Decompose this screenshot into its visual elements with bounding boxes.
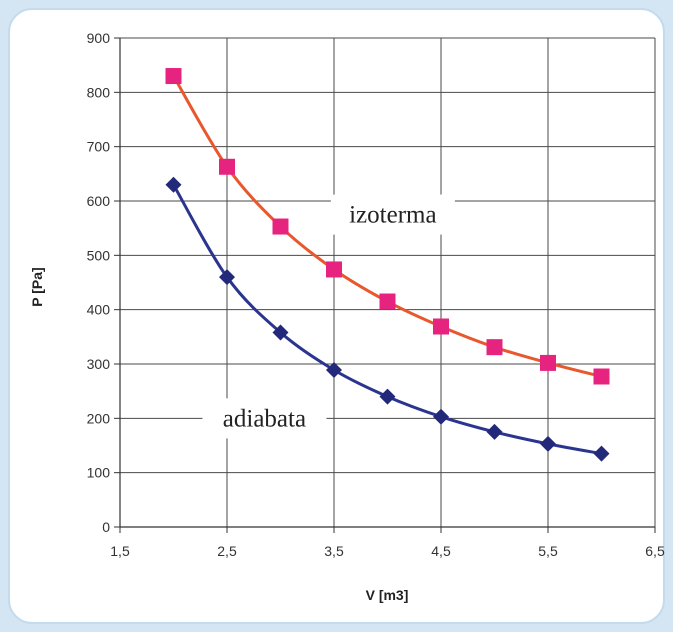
point-izoterma	[540, 354, 556, 371]
point-izoterma	[379, 293, 396, 310]
y-axis-title: P [Pa]	[29, 267, 45, 306]
tick-labels: 1,5 2,5 3,5 4,5 5,5 6,5 0 100 200 300 400 500 600 700…	[87, 30, 665, 559]
point-adiabata	[593, 445, 610, 462]
y-tick-label: 0	[102, 519, 110, 535]
series-label-bg	[330, 194, 455, 235]
y-tick-label: 900	[87, 30, 111, 46]
point-adiabata	[219, 269, 235, 286]
y-tick-label: 700	[87, 139, 111, 155]
point-adiabata	[379, 388, 396, 405]
point-izoterma	[593, 368, 610, 385]
point-adiabata	[165, 176, 182, 193]
point-izoterma	[486, 339, 503, 356]
point-izoterma	[326, 261, 342, 278]
gridlines	[120, 37, 656, 527]
point-izoterma	[219, 158, 235, 175]
point-adiabata	[486, 423, 503, 440]
series-label-izoterma: izoterma	[349, 202, 436, 229]
point-izoterma	[272, 218, 289, 235]
x-axis-title: V [m3]	[366, 587, 409, 603]
y-tick-label: 500	[87, 247, 111, 263]
x-tick-label: 6,5	[645, 543, 665, 559]
point-izoterma	[165, 68, 182, 85]
y-tick-label: 100	[87, 465, 111, 481]
x-tick-label: 4,5	[431, 543, 451, 559]
point-izoterma	[433, 318, 449, 335]
point-adiabata	[272, 324, 289, 341]
y-tick-label: 800	[87, 84, 111, 100]
x-tick-label: 2,5	[217, 543, 237, 559]
axes	[114, 37, 656, 533]
y-tick-label: 400	[87, 302, 111, 318]
series-markers	[165, 68, 610, 462]
x-tick-label: 3,5	[324, 543, 344, 559]
series-label-bg	[202, 398, 327, 439]
x-tick-label: 1,5	[110, 543, 130, 559]
chart-frame	[8, 8, 665, 624]
point-adiabata	[433, 408, 449, 425]
y-tick-label: 600	[87, 193, 111, 209]
point-adiabata	[326, 361, 342, 378]
series-labels: izoterma adiabata	[202, 194, 455, 439]
x-tick-label: 5,5	[538, 543, 558, 559]
series-label-adiabata: adiabata	[223, 405, 306, 432]
y-tick-label: 300	[87, 356, 111, 372]
y-tick-label: 200	[87, 410, 111, 426]
point-adiabata	[540, 435, 556, 452]
